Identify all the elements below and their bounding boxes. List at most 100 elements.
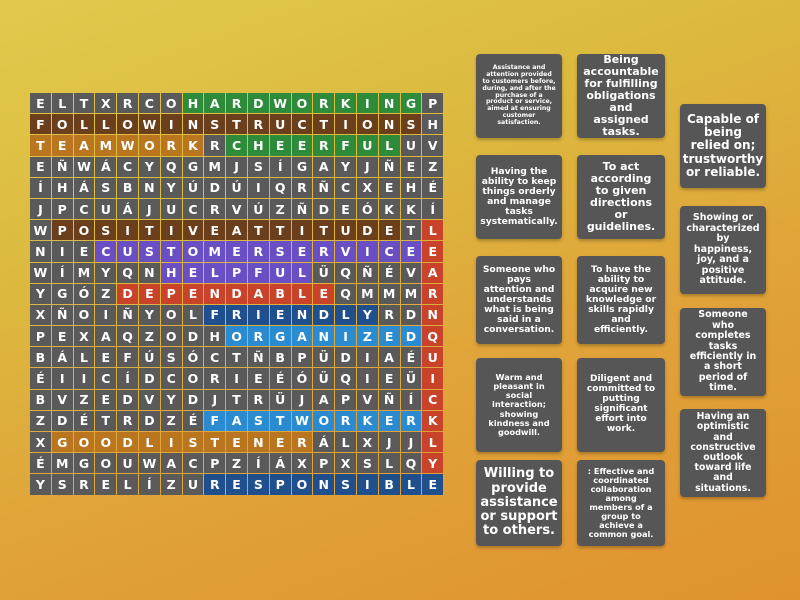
grid-cell[interactable]: Á [117, 198, 138, 220]
grid-cell[interactable]: L [73, 114, 95, 135]
grid-cell[interactable]: S [335, 474, 356, 495]
grid-cell[interactable]: É [422, 177, 444, 198]
grid-cell[interactable]: Ñ [356, 262, 378, 283]
grid-cell[interactable]: E [378, 368, 400, 389]
grid-cell[interactable]: A [313, 156, 335, 177]
grid-cell[interactable]: Ó [291, 368, 313, 389]
grid-cell[interactable]: R [204, 198, 226, 220]
grid-cell[interactable]: H [160, 262, 182, 283]
grid-cell[interactable]: X [30, 432, 51, 453]
grid-cell[interactable]: S [247, 156, 269, 177]
grid-cell[interactable]: T [204, 432, 226, 453]
grid-cell[interactable]: Í [422, 198, 444, 220]
grid-cell[interactable]: S [138, 241, 160, 262]
grid-cell[interactable]: D [182, 389, 204, 410]
grid-cell[interactable]: I [51, 241, 73, 262]
grid-cell[interactable]: I [160, 114, 182, 135]
clue-card-helpful[interactable]: Willing to provide assistance or support… [476, 460, 562, 546]
grid-cell[interactable]: J [400, 432, 422, 453]
grid-cell[interactable]: W [138, 114, 160, 135]
grid-cell[interactable]: É [269, 368, 291, 389]
grid-cell[interactable]: U [182, 474, 204, 495]
grid-cell[interactable]: H [204, 326, 226, 347]
grid-cell[interactable]: M [51, 453, 73, 474]
grid-cell[interactable]: Í [400, 389, 422, 410]
grid-cell[interactable]: V [51, 389, 73, 410]
clue-card-responsible[interactable]: Being accountable for fulfilling obligat… [577, 53, 665, 138]
grid-cell[interactable]: É [378, 262, 400, 283]
grid-cell[interactable]: L [335, 432, 356, 453]
grid-cell[interactable]: L [422, 220, 444, 241]
grid-cell[interactable]: T [226, 114, 247, 135]
grid-cell[interactable]: U [117, 241, 138, 262]
grid-cell[interactable]: Ó [73, 283, 95, 304]
grid-cell[interactable]: O [73, 432, 95, 453]
grid-cell[interactable]: Y [138, 304, 160, 326]
grid-cell[interactable]: B [378, 474, 400, 495]
grid-cell[interactable]: E [269, 432, 291, 453]
grid-cell[interactable]: C [95, 368, 117, 389]
grid-cell[interactable]: N [313, 326, 335, 347]
grid-cell[interactable]: Á [313, 432, 335, 453]
grid-cell[interactable]: O [356, 114, 378, 135]
grid-cell[interactable]: R [204, 474, 226, 495]
grid-cell[interactable]: Á [51, 347, 73, 368]
grid-cell[interactable]: Ñ [51, 156, 73, 177]
grid-cell[interactable]: E [30, 156, 51, 177]
grid-cell[interactable]: O [73, 304, 95, 326]
grid-cell[interactable]: E [51, 326, 73, 347]
grid-cell[interactable]: Ü [313, 347, 335, 368]
grid-cell[interactable]: N [313, 474, 335, 495]
grid-cell[interactable]: B [269, 347, 291, 368]
grid-cell[interactable]: W [138, 453, 160, 474]
grid-cell[interactable]: I [160, 220, 182, 241]
grid-cell[interactable]: P [160, 283, 182, 304]
grid-cell[interactable]: E [291, 241, 313, 262]
grid-cell[interactable]: D [117, 389, 138, 410]
grid-cell[interactable]: I [356, 241, 378, 262]
grid-cell[interactable]: C [138, 93, 160, 114]
grid-cell[interactable]: N [291, 304, 313, 326]
grid-cell[interactable]: U [400, 135, 422, 156]
grid-cell[interactable]: O [138, 135, 160, 156]
grid-cell[interactable]: B [117, 177, 138, 198]
grid-cell[interactable]: C [117, 156, 138, 177]
grid-cell[interactable]: S [356, 453, 378, 474]
grid-cell[interactable]: X [291, 453, 313, 474]
grid-cell[interactable]: F [30, 114, 51, 135]
grid-cell[interactable]: R [422, 283, 444, 304]
grid-cell[interactable]: L [73, 347, 95, 368]
grid-cell[interactable]: E [95, 347, 117, 368]
grid-cell[interactable]: E [400, 241, 422, 262]
grid-cell[interactable]: E [182, 262, 204, 283]
grid-cell[interactable]: O [291, 474, 313, 495]
grid-cell[interactable]: S [247, 410, 269, 431]
grid-cell[interactable]: D [400, 304, 422, 326]
grid-cell[interactable]: Ú [182, 177, 204, 198]
grid-cell[interactable]: R [204, 135, 226, 156]
grid-cell[interactable]: S [400, 114, 422, 135]
grid-cell[interactable]: Ü [313, 368, 335, 389]
grid-cell[interactable]: U [269, 114, 291, 135]
grid-cell[interactable]: I [335, 114, 356, 135]
grid-cell[interactable]: C [204, 347, 226, 368]
grid-cell[interactable]: E [422, 474, 444, 495]
grid-cell[interactable]: A [378, 347, 400, 368]
grid-cell[interactable]: Ñ [313, 177, 335, 198]
grid-cell[interactable]: T [247, 220, 269, 241]
grid-cell[interactable]: Y [422, 453, 444, 474]
grid-cell[interactable]: K [400, 198, 422, 220]
grid-cell[interactable]: E [378, 220, 400, 241]
grid-cell[interactable]: R [400, 410, 422, 431]
grid-cell[interactable]: R [247, 241, 269, 262]
grid-cell[interactable]: R [160, 135, 182, 156]
grid-cell[interactable]: I [160, 432, 182, 453]
grid-cell[interactable]: K [356, 410, 378, 431]
grid-cell[interactable]: N [247, 432, 269, 453]
grid-cell[interactable]: T [226, 389, 247, 410]
grid-cell[interactable]: P [313, 453, 335, 474]
grid-cell[interactable]: K [378, 198, 400, 220]
grid-cell[interactable]: I [95, 304, 117, 326]
grid-cell[interactable]: P [291, 347, 313, 368]
grid-cell[interactable]: F [204, 410, 226, 431]
